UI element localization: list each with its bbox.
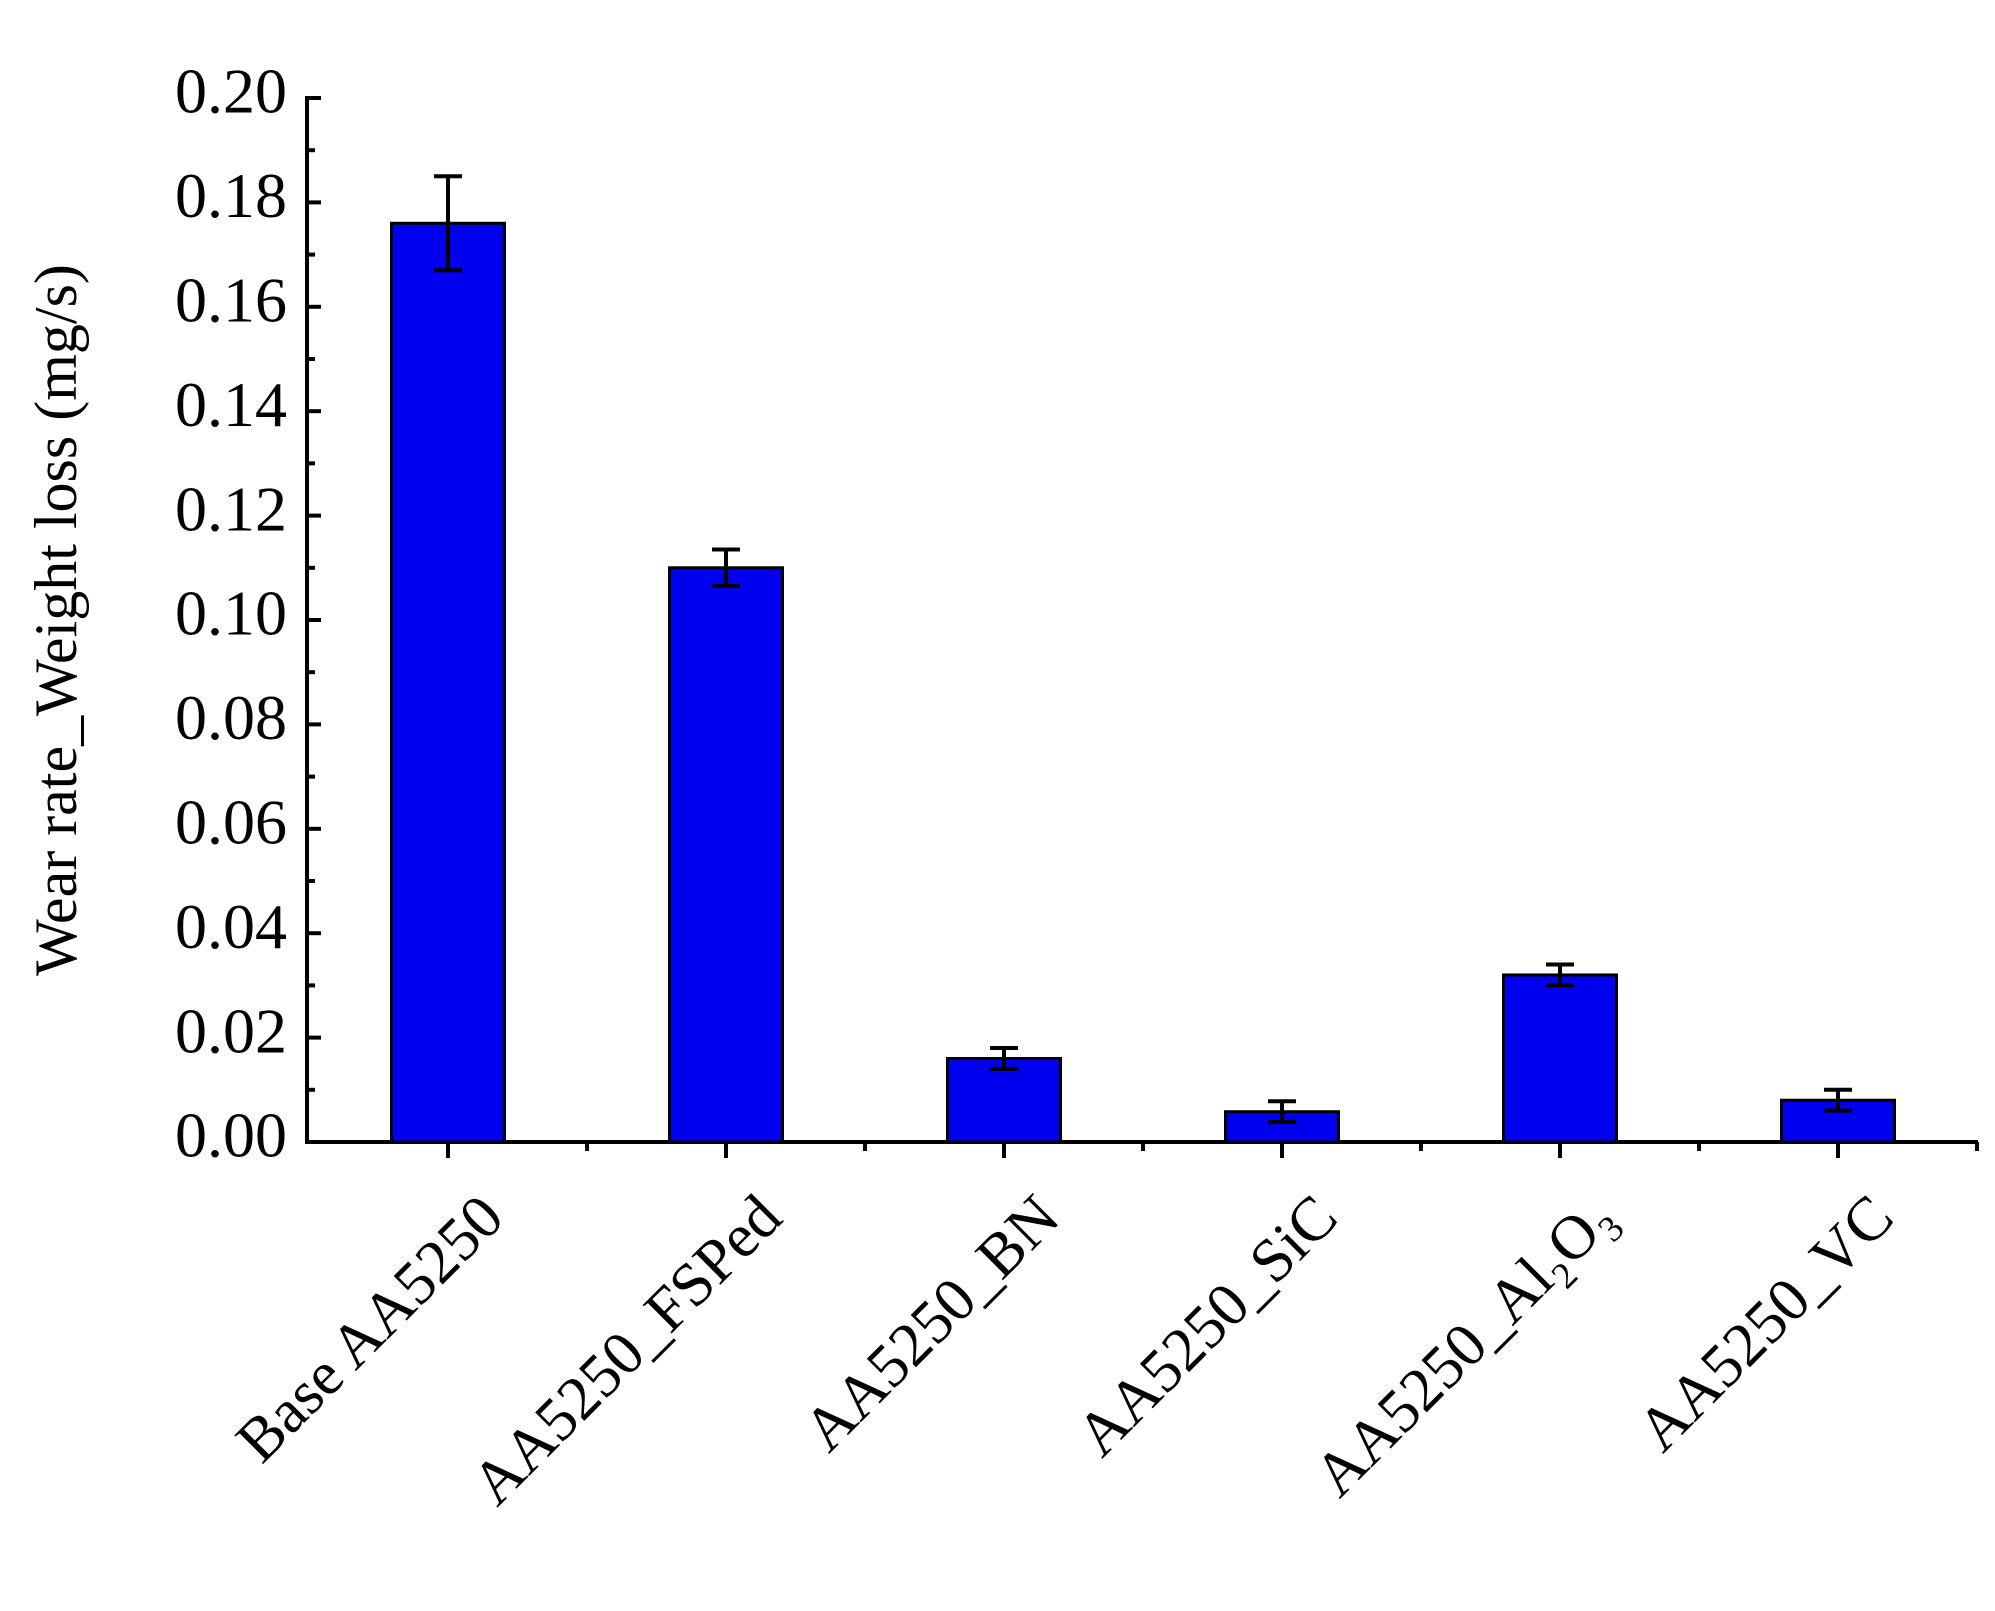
error-bar [1268, 1099, 1296, 1125]
bar [390, 221, 506, 1144]
error-bar [712, 547, 740, 589]
y-tick-label: 0.14 [175, 369, 287, 440]
error-bar [1824, 1087, 1852, 1113]
error-bar [1546, 962, 1574, 988]
x-tick-label: Base AA5250 [224, 1182, 517, 1475]
y-tick-label: 0.10 [175, 578, 287, 649]
y-tick-label: 0.12 [175, 473, 287, 544]
y-tick-label: 0.04 [175, 891, 287, 962]
y-tick-label: 0.06 [175, 786, 287, 857]
x-tick-label: AA5250_BN [791, 1182, 1073, 1464]
x-tick-label: AA5250_SiC [1064, 1182, 1351, 1469]
y-tick-label: 0.16 [175, 264, 287, 335]
error-bar [990, 1046, 1018, 1071]
bar [1502, 973, 1618, 1144]
y-tick-label: 0.00 [175, 1100, 287, 1171]
y-axis-label: Wear rate_Weight loss (mg/s) [23, 264, 89, 976]
y-tick-label: 0.20 [175, 56, 287, 127]
bar [946, 1056, 1062, 1144]
y-tick-label: 0.02 [175, 995, 287, 1066]
x-tick-label: AA5250_VC [1625, 1182, 1907, 1464]
y-tick-label: 0.08 [175, 682, 287, 753]
x-tick-label: AA5250_Al₂O₃ [1301, 1182, 1628, 1509]
error-bar [434, 174, 462, 273]
bar [668, 566, 784, 1144]
y-tick-label: 0.18 [175, 160, 287, 231]
